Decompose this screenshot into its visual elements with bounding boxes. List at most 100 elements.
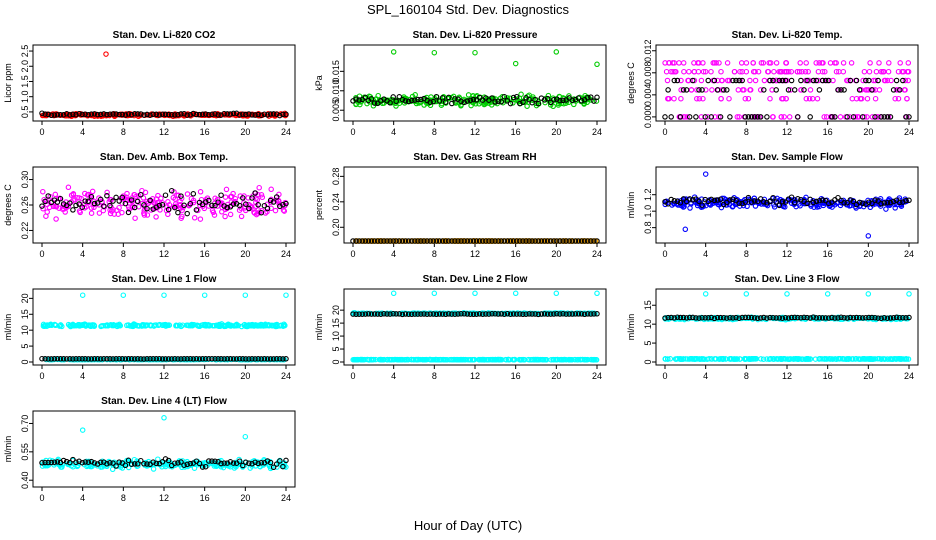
data-point [704,114,711,120]
data-point [782,199,789,205]
data-point [476,94,483,101]
data-point [495,98,501,104]
data-point [168,356,175,362]
data-point [73,356,79,362]
data-point [110,111,116,117]
data-point [779,95,785,102]
data-point [793,356,799,362]
data-point [224,356,231,362]
data-point [810,314,817,320]
outlier-point [682,226,689,233]
data-point [138,457,144,464]
data-point [557,311,563,317]
y-tick-label: 0.40 [20,471,30,489]
data-point [671,315,678,321]
data-point [520,238,526,244]
data-point [739,314,745,321]
data-point [853,77,860,84]
data-point [427,311,433,317]
data-point [271,322,277,329]
data-point [720,314,727,321]
data-point [591,98,597,104]
data-point [436,238,443,244]
x-tick-label: 24 [904,371,914,381]
data-point [877,203,884,209]
data-point [280,111,286,118]
data-point [252,112,258,118]
x-tick-label: 20 [551,371,561,381]
data-point [227,204,234,210]
data-point [178,193,184,199]
data-point [445,94,452,101]
data-point [276,461,283,467]
data-point [736,200,742,206]
data-point [584,311,591,317]
data-point [153,322,159,328]
x-tick-label: 24 [904,127,914,137]
data-point [760,60,767,66]
data-point [819,315,826,321]
data-point [88,210,95,216]
outlier-point [390,49,397,55]
data-point [421,311,427,317]
data-point [751,114,758,120]
x-tick-label: 4 [80,249,85,259]
x-tick-label: 24 [592,371,602,381]
data-point [906,114,912,120]
data-point [727,197,733,203]
y-tick-label: 5 [20,344,30,349]
data-point [771,68,777,75]
data-point [890,198,897,205]
data-point [45,356,51,362]
data-point [875,198,881,204]
x-tick-label: 4 [391,127,396,137]
data-point [714,197,721,203]
data-point [209,458,215,464]
outlier-point [472,49,478,56]
data-point [202,111,209,117]
data-point [838,314,844,321]
data-point [82,356,88,362]
data-point [272,207,279,214]
data-point [141,460,147,467]
data-point [384,311,390,317]
data-point [805,68,811,75]
data-point [830,77,836,84]
outlier-point [702,291,709,297]
data-point [60,457,67,464]
x-tick-label: 20 [551,249,561,259]
data-point [810,199,817,206]
data-point [270,111,277,117]
data-point [48,459,55,466]
outlier-point [283,292,289,298]
data-point [280,201,286,208]
data-point [110,460,116,466]
data-point [264,205,271,212]
data-point [193,207,200,213]
data-point [841,356,848,362]
data-point [243,459,249,466]
data-point [677,114,684,120]
data-point [54,355,61,362]
data-point [878,114,884,120]
data-point [427,238,433,244]
data-point [353,101,359,107]
x-tick-label: 20 [863,249,873,259]
data-point [703,87,709,93]
data-point [184,461,190,468]
data-point [104,461,110,467]
data-point [555,100,562,107]
data-point [159,356,166,362]
y-tick-label: 0 [331,359,341,364]
data-point [557,97,563,104]
x-tick-label: 20 [551,127,561,137]
data-point [153,111,160,118]
data-point [283,200,289,207]
data-point [221,460,227,466]
data-point [547,311,554,317]
data-point [227,111,234,117]
data-point [730,77,736,84]
outlier-point [431,49,438,56]
data-point [125,457,132,464]
